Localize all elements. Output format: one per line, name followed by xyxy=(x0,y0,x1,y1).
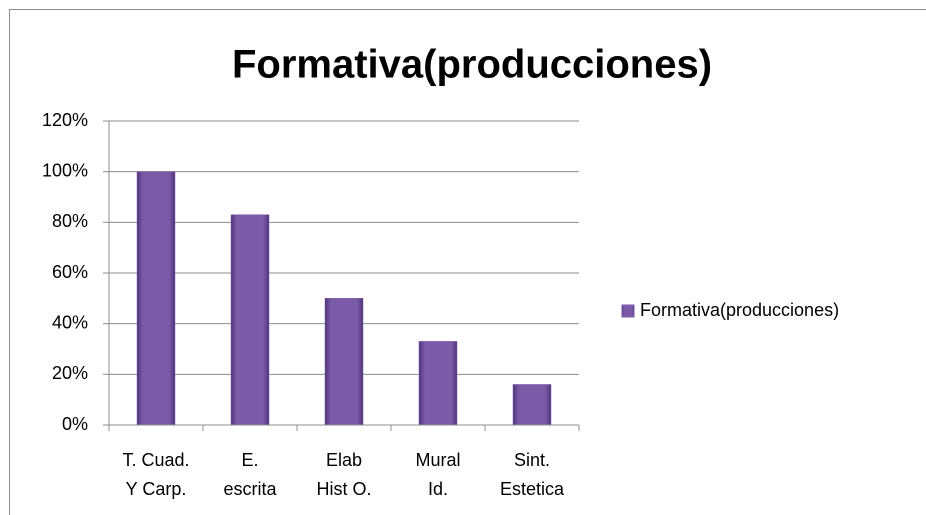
x-tick-label: Mural Id. xyxy=(415,450,460,499)
bar xyxy=(418,341,458,426)
x-tick-label: T. Cuad. Y Carp. xyxy=(122,450,189,499)
x-tick-label: Sint. Estetica xyxy=(500,450,565,499)
y-tick-label: 40% xyxy=(52,312,88,332)
bar xyxy=(230,214,270,426)
bar xyxy=(136,171,176,426)
bar xyxy=(512,384,552,426)
y-tick-label: 80% xyxy=(52,211,88,231)
legend-label: Formativa(producciones) xyxy=(640,300,839,320)
y-tick-label: 20% xyxy=(52,363,88,383)
y-tick-label: 0% xyxy=(62,414,88,434)
chart-title: Formativa(producciones) xyxy=(232,43,712,87)
x-tick-label: E. escrita xyxy=(223,450,277,499)
y-tick-label: 120% xyxy=(42,110,88,130)
bar xyxy=(324,298,364,426)
y-tick-label: 100% xyxy=(42,160,88,180)
y-tick-label: 60% xyxy=(52,262,88,282)
legend-swatch xyxy=(621,304,635,318)
x-tick-label: Elab Hist O. xyxy=(316,450,371,499)
